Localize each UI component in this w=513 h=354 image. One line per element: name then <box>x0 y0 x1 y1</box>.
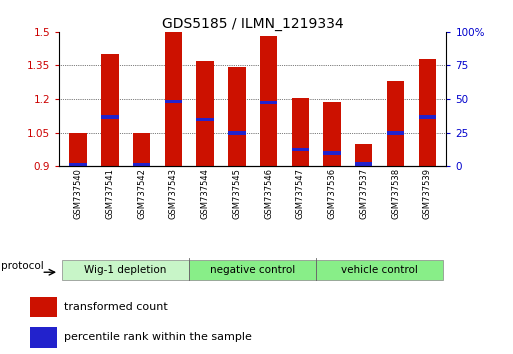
Bar <box>323 151 341 155</box>
Text: vehicle control: vehicle control <box>341 265 418 275</box>
Bar <box>69 133 87 166</box>
Text: Wig-1 depletion: Wig-1 depletion <box>85 265 167 275</box>
Bar <box>228 131 246 135</box>
Bar <box>228 67 246 166</box>
Bar <box>165 32 182 166</box>
Bar <box>133 133 150 166</box>
Bar <box>387 81 404 166</box>
Bar <box>165 99 182 103</box>
Bar <box>196 61 214 166</box>
Bar <box>419 59 436 166</box>
Bar <box>30 327 57 348</box>
Bar <box>133 164 150 167</box>
Bar <box>387 131 404 135</box>
Text: percentile rank within the sample: percentile rank within the sample <box>65 332 252 342</box>
Text: negative control: negative control <box>210 265 295 275</box>
Bar <box>323 102 341 166</box>
Text: transformed count: transformed count <box>65 302 168 312</box>
Bar <box>101 115 119 119</box>
Bar <box>196 118 214 121</box>
Bar <box>355 144 372 166</box>
Title: GDS5185 / ILMN_1219334: GDS5185 / ILMN_1219334 <box>162 17 344 31</box>
Bar <box>69 164 87 167</box>
Bar <box>316 259 443 280</box>
Bar <box>189 259 316 280</box>
Text: protocol: protocol <box>1 262 44 272</box>
Bar <box>260 36 277 166</box>
Bar <box>291 148 309 152</box>
Bar <box>260 101 277 104</box>
Bar <box>30 297 57 317</box>
Bar <box>101 54 119 166</box>
Bar <box>291 98 309 166</box>
Bar <box>355 162 372 166</box>
Bar <box>62 259 189 280</box>
Bar <box>419 115 436 119</box>
